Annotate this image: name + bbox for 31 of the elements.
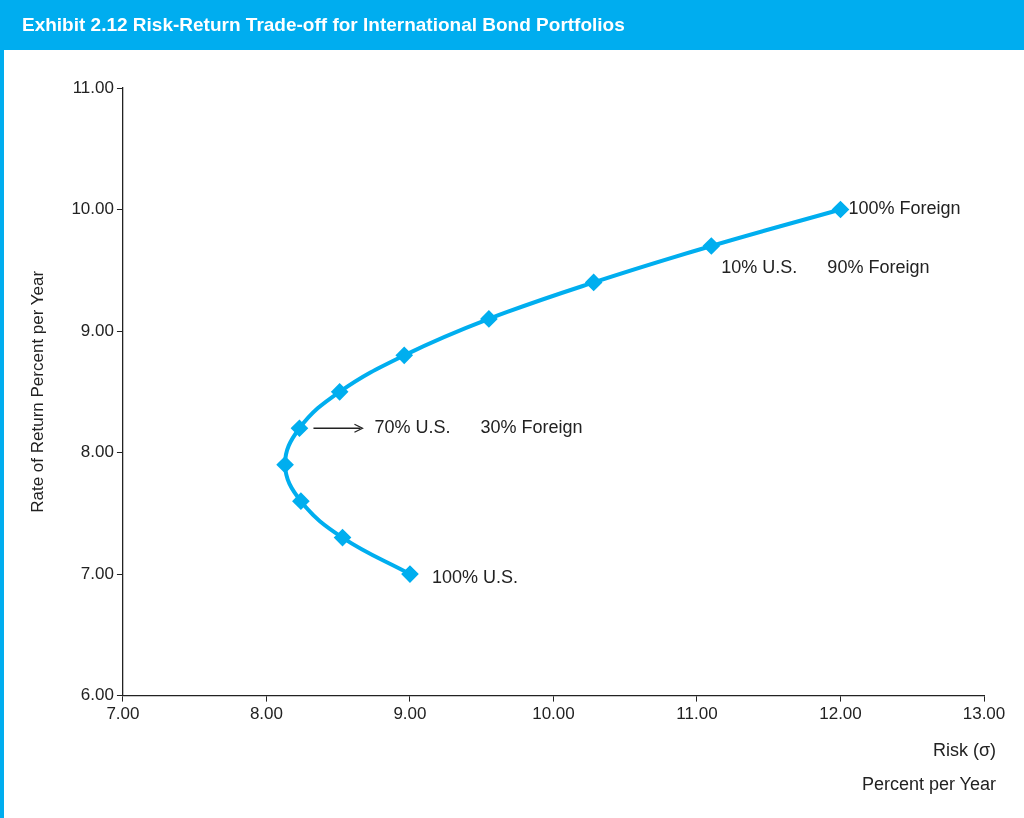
x-tick-label: 10.00 <box>532 704 575 724</box>
y-tick-label: 7.00 <box>80 563 114 583</box>
x-tick-label: 9.00 <box>393 704 427 724</box>
y-tick-label: 6.00 <box>80 685 114 705</box>
annotation: 70% U.S. 30% Foreign <box>374 417 583 438</box>
chart-title: Exhibit 2.12 Risk-Return Trade-off for International Bond Portfolios <box>0 0 1024 50</box>
y-tick-label: 11.00 <box>72 77 114 97</box>
point <box>832 201 849 218</box>
annotation: 10% U.S. 90% Foreign <box>721 256 930 277</box>
x-tick-label: 12.00 <box>819 704 862 724</box>
y-tick-label: 8.00 <box>80 442 114 462</box>
annotation: 100% U.S. <box>431 567 519 588</box>
point <box>291 420 308 437</box>
x-tick-label: 7.00 <box>106 704 140 724</box>
x-tick-label: 13.00 <box>962 704 1006 724</box>
x-tick-label: 11.00 <box>676 704 718 724</box>
y-axis-title: Rate of Return Percent per Year <box>27 270 47 513</box>
y-tick-label: 10.00 <box>71 199 114 219</box>
x-axis-title: Risk (σ) Percent per Year <box>861 739 996 794</box>
x-tick-label: 8.00 <box>249 704 283 724</box>
point <box>480 310 497 327</box>
point <box>334 529 351 546</box>
y-tick-label: 9.00 <box>80 320 114 340</box>
point <box>331 383 348 400</box>
point <box>396 347 413 364</box>
point <box>401 566 418 583</box>
annotation: 100% Foreign <box>848 198 961 219</box>
point <box>292 493 309 510</box>
point <box>277 456 294 473</box>
point <box>585 274 602 291</box>
point <box>703 237 720 254</box>
